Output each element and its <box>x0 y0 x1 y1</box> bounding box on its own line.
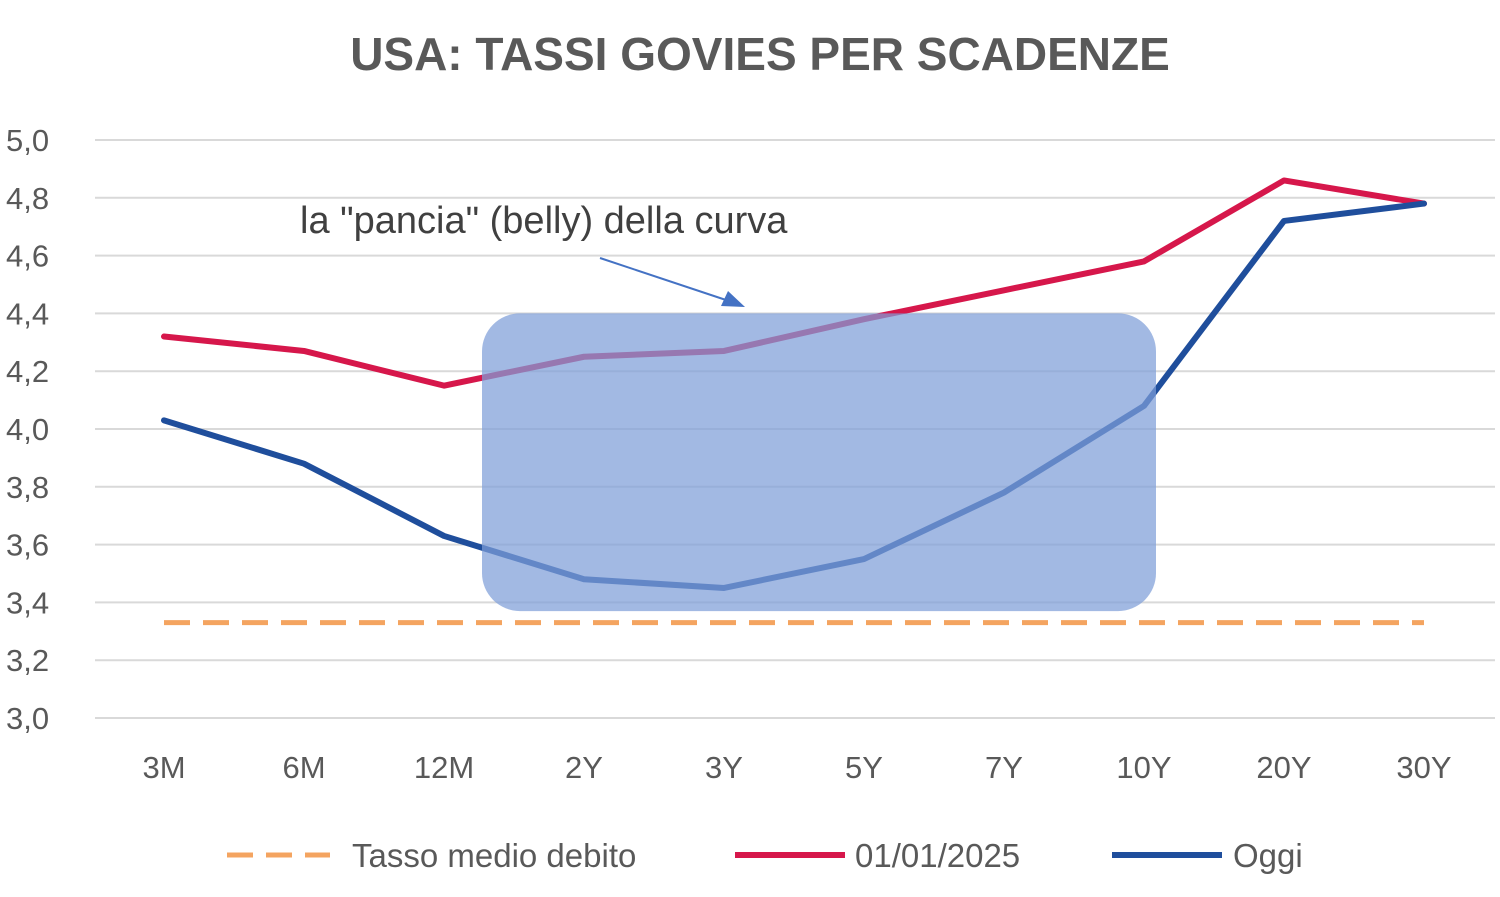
legend-label: Tasso medio debito <box>352 837 636 874</box>
x-tick-label: 5Y <box>845 750 883 785</box>
belly-highlight-box <box>482 313 1156 612</box>
x-tick-label: 20Y <box>1256 750 1311 785</box>
legend-label: 01/01/2025 <box>855 837 1020 874</box>
x-tick-label: 2Y <box>565 750 603 785</box>
y-tick-label: 3,8 <box>6 470 49 505</box>
y-tick-label: 4,8 <box>6 181 49 216</box>
chart-title: USA: TASSI GOVIES PER SCADENZE <box>350 28 1170 80</box>
x-tick-label: 30Y <box>1396 750 1451 785</box>
annotation-arrowhead <box>721 291 745 307</box>
highlight-layer <box>482 313 1156 612</box>
y-tick-label: 4,6 <box>6 239 49 274</box>
x-axis: 3M 6M 12M 2Y 3Y 5Y 7Y 10Y 20Y 30Y <box>142 750 1451 785</box>
y-tick-label: 3,0 <box>6 701 49 736</box>
y-tick-label: 3,6 <box>6 528 49 563</box>
annotation-layer: la "pancia" (belly) della curva <box>300 200 788 307</box>
y-tick-label: 4,2 <box>6 354 49 389</box>
x-tick-label: 6M <box>282 750 325 785</box>
x-tick-label: 7Y <box>985 750 1023 785</box>
y-tick-label: 4,0 <box>6 412 49 447</box>
y-tick-label: 3,2 <box>6 643 49 678</box>
y-tick-label: 4,4 <box>6 296 49 331</box>
y-tick-label: 5,0 <box>6 123 49 158</box>
belly-annotation: la "pancia" (belly) della curva <box>300 200 788 242</box>
y-tick-label: 3,4 <box>6 585 49 620</box>
annotation-arrow <box>599 257 736 304</box>
y-axis: 3,0 3,2 3,4 3,6 3,8 4,0 4,2 4,4 4,6 4,8 5,0 <box>6 123 49 736</box>
x-tick-label: 10Y <box>1116 750 1171 785</box>
legend-label: Oggi <box>1233 837 1303 874</box>
x-tick-label: 3M <box>142 750 185 785</box>
x-tick-label: 3Y <box>705 750 743 785</box>
x-tick-label: 12M <box>414 750 474 785</box>
legend: Tasso medio debito 01/01/2025 Oggi <box>227 837 1303 874</box>
